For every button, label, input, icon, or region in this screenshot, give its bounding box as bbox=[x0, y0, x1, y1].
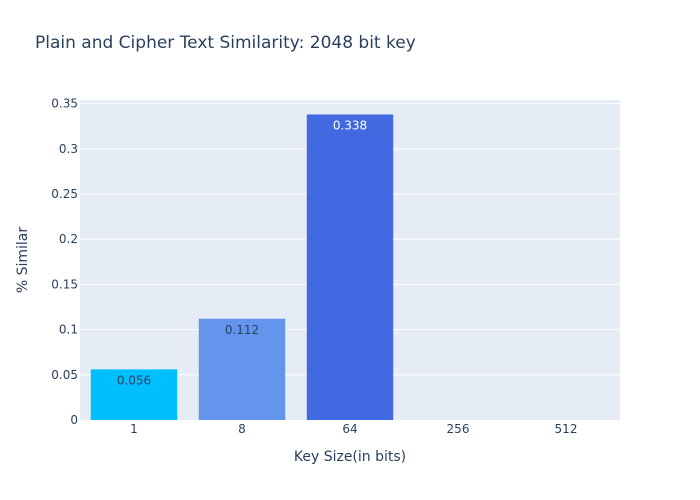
y-tick-label: 0.15 bbox=[51, 277, 78, 291]
y-axis-ticks: 0 0.05 0.1 0.15 0.2 0.25 0.3 0.35 bbox=[51, 97, 78, 427]
x-axis-ticks: 1 8 64 256 512 bbox=[130, 422, 577, 436]
x-tick-label: 256 bbox=[447, 422, 470, 436]
chart-title: Plain and Cipher Text Similarity: 2048 b… bbox=[35, 33, 416, 53]
bar-value-label: 0.112 bbox=[225, 323, 259, 337]
bar bbox=[306, 114, 394, 420]
bar bbox=[90, 369, 178, 420]
y-tick-label: 0.2 bbox=[59, 232, 78, 246]
bar-value-labels: 0.056 0.112 0.338 bbox=[117, 118, 367, 387]
x-tick-label: 8 bbox=[238, 422, 246, 436]
y-tick-label: 0.25 bbox=[51, 187, 78, 201]
bar bbox=[198, 318, 286, 420]
x-axis-title: Key Size(in bits) bbox=[294, 449, 406, 465]
y-tick-label: 0 bbox=[70, 413, 78, 427]
x-tick-label: 64 bbox=[342, 422, 357, 436]
x-tick-label: 1 bbox=[130, 422, 138, 436]
bars bbox=[90, 114, 394, 420]
x-tick-label: 512 bbox=[555, 422, 578, 436]
bar-value-label: 0.056 bbox=[117, 373, 151, 387]
y-tick-label: 0.3 bbox=[59, 142, 78, 156]
y-axis-title: % Similar bbox=[15, 227, 31, 294]
y-tick-label: 0.05 bbox=[51, 368, 78, 382]
y-tick-label: 0.35 bbox=[51, 97, 78, 111]
bar-value-label: 0.338 bbox=[333, 118, 367, 132]
y-tick-label: 0.1 bbox=[59, 323, 78, 337]
